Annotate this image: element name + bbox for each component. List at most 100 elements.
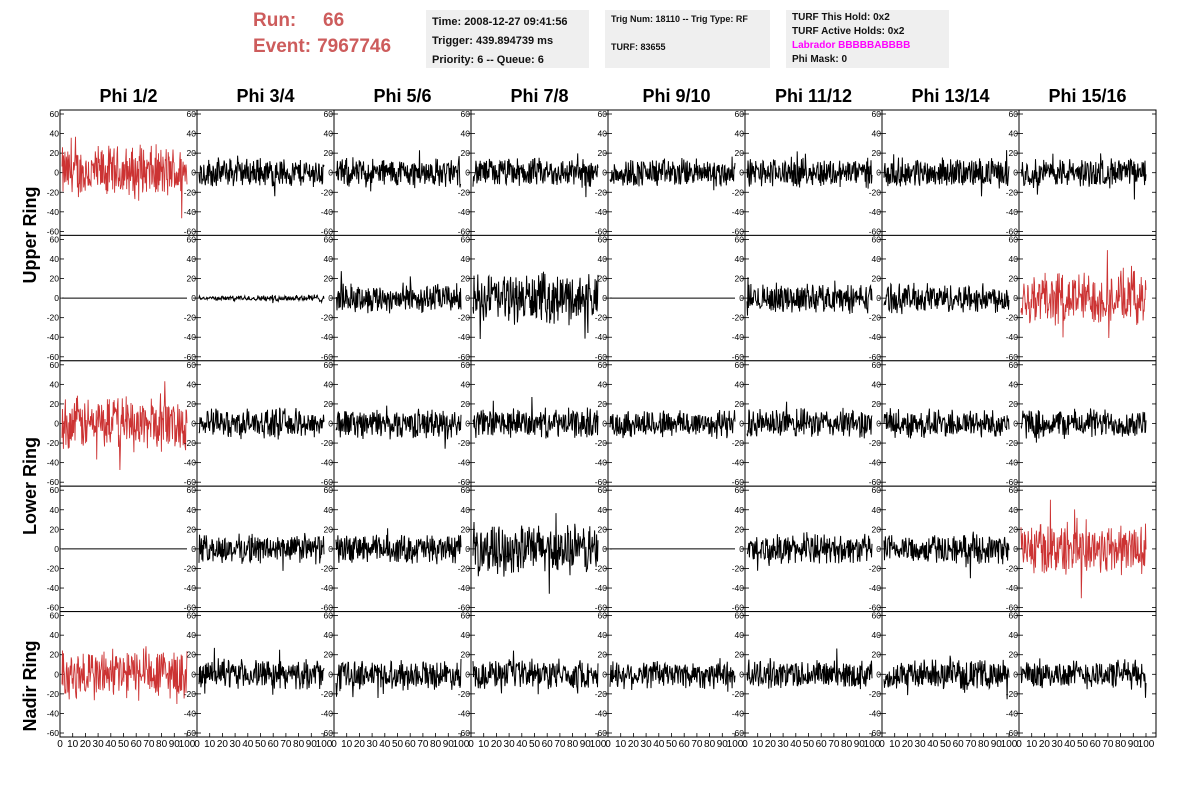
sector-title-6: Phi 11/12 [774,86,853,106]
y-tick-label: 20 [324,399,334,409]
y-tick-label: -60 [595,226,608,236]
x-tick-label: 30 [93,739,105,750]
x-tick-label: 0 [1016,739,1022,750]
waveform-trace [1020,658,1147,698]
y-tick-label: -60 [47,226,60,236]
waveform-trace [335,150,462,192]
waveform-panel: -60 -40 -20 0 20 40 60 [1006,109,1157,236]
y-tick-label: -60 [732,728,745,738]
y-tick-label: -20 [321,313,334,323]
y-tick-label: 20 [50,399,60,409]
y-tick-label: 40 [50,129,60,139]
waveform-trace [472,153,599,198]
y-tick-label: 20 [324,650,334,660]
y-tick-label: 60 [872,611,882,621]
x-tick-label: 90 [443,739,455,750]
waveform-trace [1020,250,1147,339]
run-value: 66 [323,10,345,31]
y-tick-label: -40 [184,583,197,593]
y-tick-label: -20 [595,187,608,197]
x-tick-label: 30 [641,739,653,750]
y-tick-label: -20 [184,438,197,448]
priority-text: Priority: 6 -- Queue: 6 [432,54,544,66]
y-tick-label: 40 [187,379,197,389]
y-tick-label: 40 [598,630,608,640]
y-tick-label: 60 [598,109,608,119]
y-tick-label: 20 [872,650,882,660]
waveform-trace [61,646,188,705]
y-tick-label: -40 [321,458,334,468]
y-tick-label: -60 [732,226,745,236]
waveform-panel: -60 -40 -20 0 20 40 60 [184,485,335,613]
y-tick-label: 60 [1009,360,1019,370]
y-tick-label: 60 [461,611,471,621]
y-tick-label: 60 [1009,485,1019,495]
waveform-trace [61,136,188,219]
y-tick-label: 0 [191,544,196,554]
y-tick-label: -40 [184,207,197,217]
waveform-panel: -60 -40 -20 0 20 40 60 [47,485,198,613]
y-tick-label: 0 [739,293,744,303]
y-tick-label: 0 [1013,293,1018,303]
y-tick-label: -40 [47,207,60,217]
y-tick-label: -40 [1006,458,1019,468]
waveform-trace [198,155,325,197]
waveform-panel: -60 -40 -20 0 20 40 60 [869,485,1020,613]
y-tick-label: 40 [461,379,471,389]
x-tick-label: 0 [468,739,474,750]
waveform-panel: -60 -40 -20 0 20 40 60 [47,109,198,236]
waveform-trace [472,513,599,594]
waveform-trace [883,282,1010,315]
waveform-panel: -60 -40 -20 0 20 40 60 [321,485,472,613]
y-tick-label: 60 [598,611,608,621]
y-tick-label: 40 [187,129,197,139]
y-tick-label: 60 [598,485,608,495]
y-tick-label: 60 [1009,109,1019,119]
y-tick-label: 60 [461,234,471,244]
y-tick-label: -20 [732,438,745,448]
y-tick-label: -60 [184,603,197,613]
y-tick-label: -60 [321,728,334,738]
x-tick-label: 30 [367,739,379,750]
y-tick-label: 20 [461,650,471,660]
waveform-panel: -60 -40 -20 0 20 40 60 [869,109,1020,236]
y-tick-label: 40 [1009,505,1019,515]
waveform-trace [335,271,462,314]
y-tick-label: 20 [735,274,745,284]
y-tick-label: 20 [1009,148,1019,158]
y-tick-label: 0 [876,544,881,554]
y-tick-label: 0 [54,168,59,178]
x-tick-label: 70 [1102,739,1114,750]
x-tick-label: 40 [242,739,254,750]
y-tick-label: -60 [458,477,471,487]
y-tick-label: 0 [1013,544,1018,554]
waveform-trace [1020,408,1147,443]
waveform-panel: -60 -40 -20 0 20 40 60 [458,234,609,362]
y-tick-label: 20 [187,399,197,409]
waveform-panel: -60 -40 -20 0 20 40 60 [458,611,609,738]
y-tick-label: 20 [735,650,745,660]
y-tick-label: -20 [1006,689,1019,699]
x-tick-label: 70 [691,739,703,750]
y-tick-label: 40 [598,254,608,264]
y-tick-label: -60 [184,477,197,487]
y-tick-label: -60 [595,477,608,487]
waveform-panel: -60 -40 -20 0 20 40 60 [47,234,198,362]
y-tick-label: 40 [324,379,334,389]
y-tick-label: 60 [735,611,745,621]
event-value: 7967746 [317,36,392,57]
waveform-trace [472,271,599,340]
y-tick-label: -40 [321,583,334,593]
y-tick-label: 20 [50,650,60,660]
y-tick-label: 40 [1009,129,1019,139]
waveform-panel: -60 -40 -20 0 20 40 60 [1006,360,1157,487]
x-tick-label: 10 [478,739,490,750]
x-tick-label: 40 [1064,739,1076,750]
y-tick-label: -20 [321,563,334,573]
sector-title-8: Phi 15/16 [1048,86,1127,106]
y-tick-label: -40 [869,207,882,217]
y-tick-label: 60 [872,109,882,119]
y-tick-label: 60 [324,234,334,244]
y-tick-label: 60 [872,485,882,495]
x-tick-label: 0 [194,739,200,750]
